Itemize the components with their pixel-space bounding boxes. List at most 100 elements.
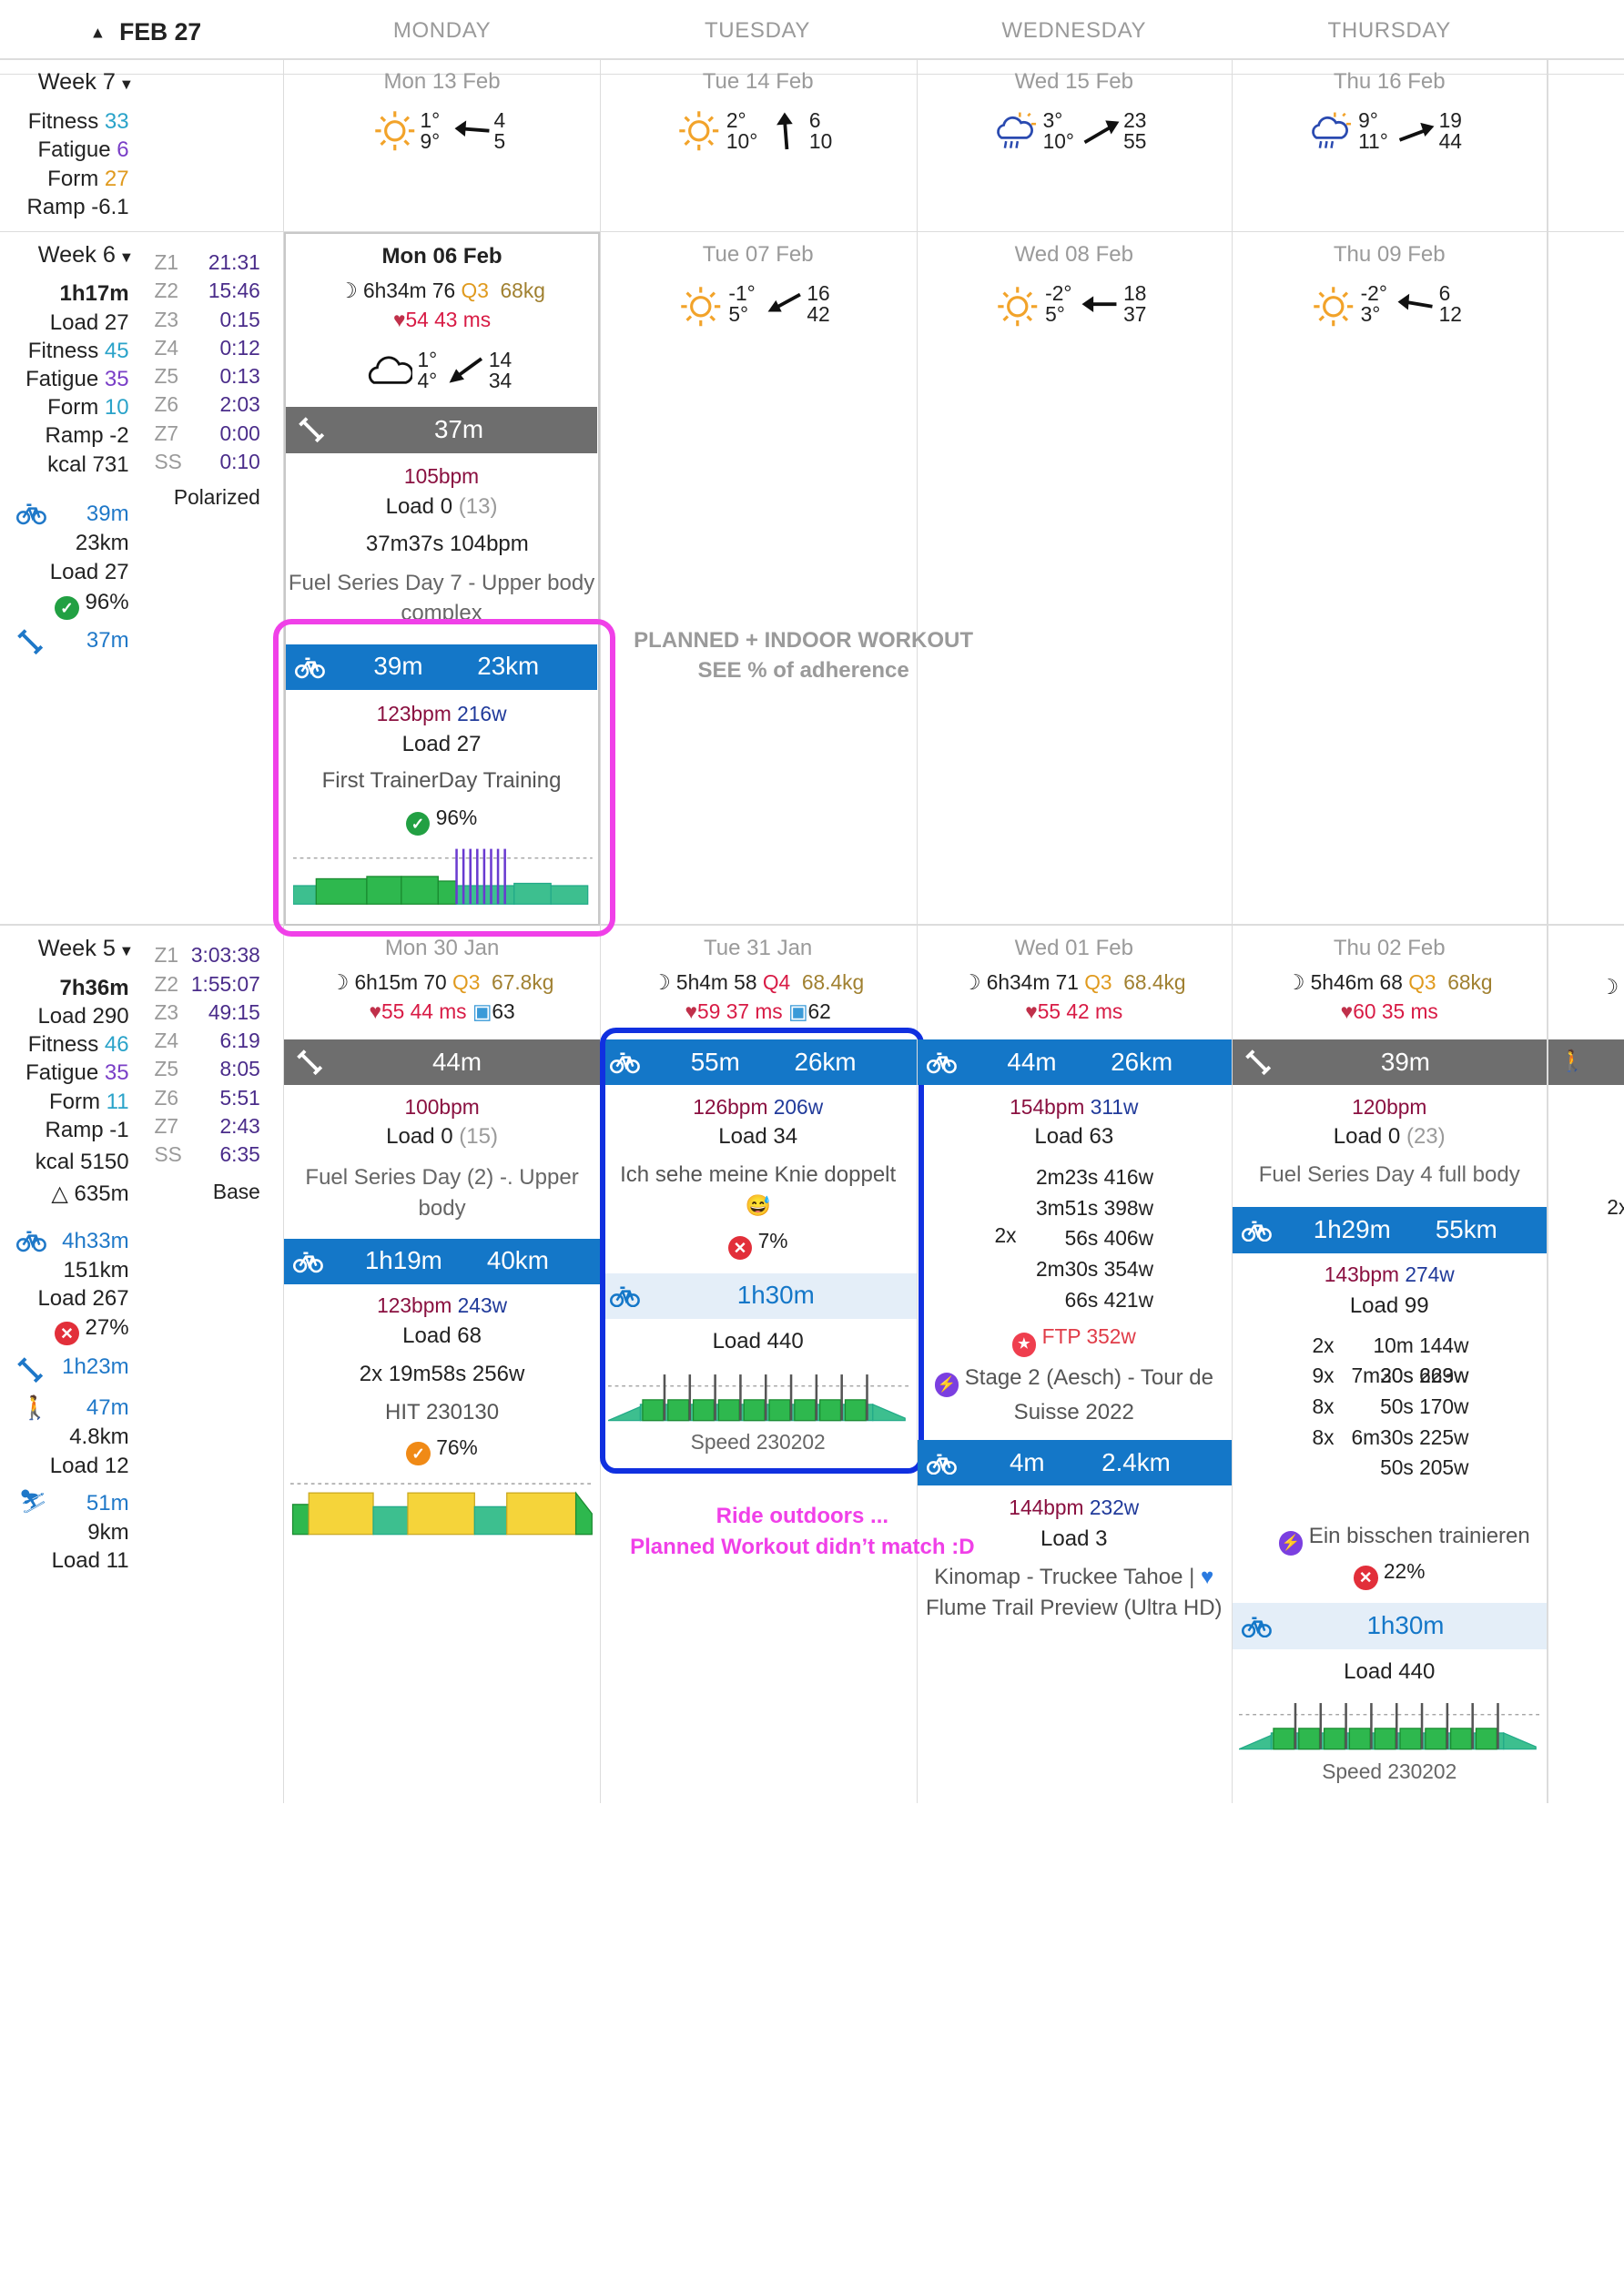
day-cell-thu-16[interactable]: Thu 16 Feb 9° 11° 19 44 [1232, 68, 1547, 152]
check-icon: ✓ [406, 1441, 431, 1466]
day-cell-thu-09[interactable]: Thu 09 Feb -2° 3° 6 12 [1232, 242, 1547, 326]
day-date: Tue 07 Feb [702, 241, 814, 267]
day-date: Tue 31 Jan [704, 936, 813, 961]
day-header-monday: MONDAY [392, 18, 492, 44]
temp: -1° 5° [728, 281, 756, 326]
strength-activity-bar[interactable]: 37m [286, 407, 597, 453]
bike-icon [610, 1284, 641, 1313]
day-date: Mon 06 Feb [381, 243, 502, 269]
week-label[interactable]: Week 7 ▼ [37, 68, 135, 95]
sun-icon [680, 286, 722, 333]
ride-summary: 4h33m 151km Load 267 ✕ 27% [12, 1227, 129, 1346]
month-header[interactable]: ▲ FEB 27 [90, 18, 201, 46]
interval-list: 2x 10m 144w 7m30s 229w 9x 20s 663w 8x 50s 1… [1312, 1333, 1469, 1480]
activity-name[interactable]: Ich sehe meine Knie doppelt [620, 1162, 897, 1188]
strength-time: 37m [86, 628, 129, 654]
rain-cloud-icon [992, 110, 1039, 157]
activity-name[interactable]: Fuel Series Day (2) -. Upper body [305, 1165, 579, 1222]
moon-icon: ☽ [330, 970, 350, 995]
caret-down-icon: ▼ [118, 248, 135, 266]
wind: 6 10 [808, 108, 833, 154]
activity-hr: 100bpm [404, 1094, 480, 1119]
day-cell-wed-08[interactable]: Wed 08 Feb -2° 5° 18 37 [917, 242, 1232, 326]
zone-table: Z1 3:03:38 Z2 1:55:07 Z3 49:15 Z4 6:19 Z5 8:0… [154, 943, 260, 1204]
highlight-box-magenta [272, 619, 616, 938]
walk-icon: 🚶 [20, 1394, 50, 1421]
activity-name[interactable]: Fuel Series Day 7 - Upper body [288, 570, 595, 595]
day-cell-wed-01[interactable]: Wed 01 Feb ☽ 6h34m 71 Q3 68.4kg ♥55 42 m… [917, 936, 1232, 1024]
power-chart [289, 1479, 594, 1545]
ride-activity-bar[interactable]: 4m 2.4km [917, 1439, 1232, 1486]
day-date: Wed 15 Feb [1014, 68, 1133, 94]
ride-activity-bar[interactable]: 44m 26km [917, 1039, 1232, 1086]
day-cell-tue-14[interactable]: Tue 14 Feb 2° 10° 6 10 [600, 69, 917, 152]
activity-name[interactable]: ⚡ Stage 2 (Aesch) - Tour de Suisse 2022 [917, 1363, 1232, 1428]
planned-load: Load 440 [1344, 1659, 1436, 1685]
week-label[interactable]: Week 5 ▼ [37, 936, 135, 962]
activity-name[interactable]: HIT 230130 [385, 1399, 500, 1424]
moon-icon: ☽ [961, 970, 981, 995]
activity-load: Load 68 [402, 1323, 482, 1349]
heart-icon: ♥ [393, 307, 406, 331]
wind-arrow-icon [452, 115, 492, 152]
check-icon: ✓ [405, 811, 431, 836]
temp: -2° 5° [1045, 281, 1072, 326]
star-icon: ★ [1011, 1333, 1037, 1358]
activity-name[interactable]: Kinomap - Truckee Tahoe | ♥ Flume Trail … [925, 1564, 1223, 1621]
strength-time: 1h23m [62, 1354, 129, 1380]
partial-moon-icon: ☽ [1599, 975, 1619, 999]
activity-load: Load 0 (13) [385, 494, 498, 520]
planned-workout-bar[interactable]: 1h30m [603, 1272, 917, 1320]
ride-activity-bar[interactable]: 1h19m 40km [284, 1238, 600, 1285]
day-cell-mon-30[interactable]: Mon 30 Jan ☽ 6h15m 70 Q3 67.8kg ♥55 44 m… [284, 936, 599, 1024]
cross-icon: ✕ [55, 1321, 79, 1346]
planned-workout-bar[interactable]: 1h30m [1233, 1603, 1548, 1650]
compliance: ✕ 22% [1232, 1559, 1547, 1590]
day-cell-thu-02[interactable]: Thu 02 Feb ☽ 5h46m 68 Q3 68kg ♥60 35 ms [1232, 936, 1547, 1024]
day-date: Mon 13 Feb [383, 68, 501, 94]
activity-name[interactable]: Fuel Series Day 4 full body [1258, 1162, 1520, 1188]
ride-activity-bar[interactable]: 39m 23km [286, 644, 597, 691]
planned-chart [1238, 1698, 1540, 1757]
day-cell-tue-07[interactable]: Tue 07 Feb -1° 5° 16 42 [600, 241, 917, 326]
day-cell-mon-06[interactable]: Mon 06 Feb ☽ 6h34m 76 Q3 68kg ♥54 43 ms … [284, 232, 600, 926]
week-stats: Fitness 33 Fatigue 6 Form 27 Ramp -6.1 [26, 108, 129, 220]
activity-hr-watts: 143bpm 274w [1324, 1262, 1455, 1287]
strength-activity-bar[interactable]: 39m [1233, 1039, 1548, 1086]
wind: 14 34 [488, 347, 513, 392]
planned-load: Load 440 [712, 1329, 804, 1354]
activity-name[interactable]: ⚡ Ein bisschen trainieren [1232, 1524, 1577, 1556]
walk-activity-bar[interactable]: 🚶 [1548, 1039, 1624, 1086]
day-cell-tue-31[interactable]: Tue 31 Jan ☽ 5h4m 58 Q4 68.4kg ♥59 37 ms… [600, 936, 917, 1022]
ride-summary: 39m 23km Load 27 ✓ 96% [12, 500, 129, 621]
lightning-icon: ⚡ [1278, 1531, 1304, 1556]
day-cell-wed-15[interactable]: Wed 15 Feb 3° 10° 23 55 [917, 68, 1232, 152]
ride-activity-bar[interactable]: 55m 26km [603, 1039, 917, 1086]
ecg-icon: ▣ [787, 999, 808, 1023]
activity-load: Load 0 (15) [386, 1124, 498, 1150]
wind: 16 42 [807, 281, 830, 326]
heart-icon: ♥ [1340, 999, 1354, 1024]
compliance: ✓ 76% [284, 1435, 599, 1466]
activity-load: Load 0 (23) [1333, 1124, 1446, 1150]
activity-name[interactable]: First TrainerDay Training [321, 768, 562, 794]
planned-name[interactable]: Speed 230202 [1322, 1759, 1457, 1784]
day-date: Mon 30 Jan [384, 936, 500, 961]
activity-detail: 2x 19m58s 256w [359, 1361, 525, 1386]
wind-arrow-icon [1080, 290, 1119, 323]
bike-icon [610, 1050, 641, 1080]
caret-down-icon: ▼ [118, 943, 135, 960]
week-label[interactable]: Week 6 ▼ [37, 241, 135, 268]
activity-name-cont: complex [401, 600, 482, 619]
activity-hr-watts: 123bpm 243w [377, 1293, 508, 1318]
strength-activity-bar[interactable]: 44m [284, 1039, 600, 1086]
interval-rep: 2x [994, 1223, 1017, 1248]
ride-activity-bar[interactable]: 1h29m 55km [1233, 1207, 1548, 1254]
wind-arrow-icon [766, 288, 802, 325]
interval-list: 2m23s 416w 3m51s 398w 56s 406w 2m30s 354… [1036, 1165, 1154, 1312]
day-date: Thu 16 Feb [1333, 68, 1446, 94]
moon-icon: ☽ [1285, 970, 1305, 995]
planned-name[interactable]: Speed 230202 [690, 1429, 826, 1454]
